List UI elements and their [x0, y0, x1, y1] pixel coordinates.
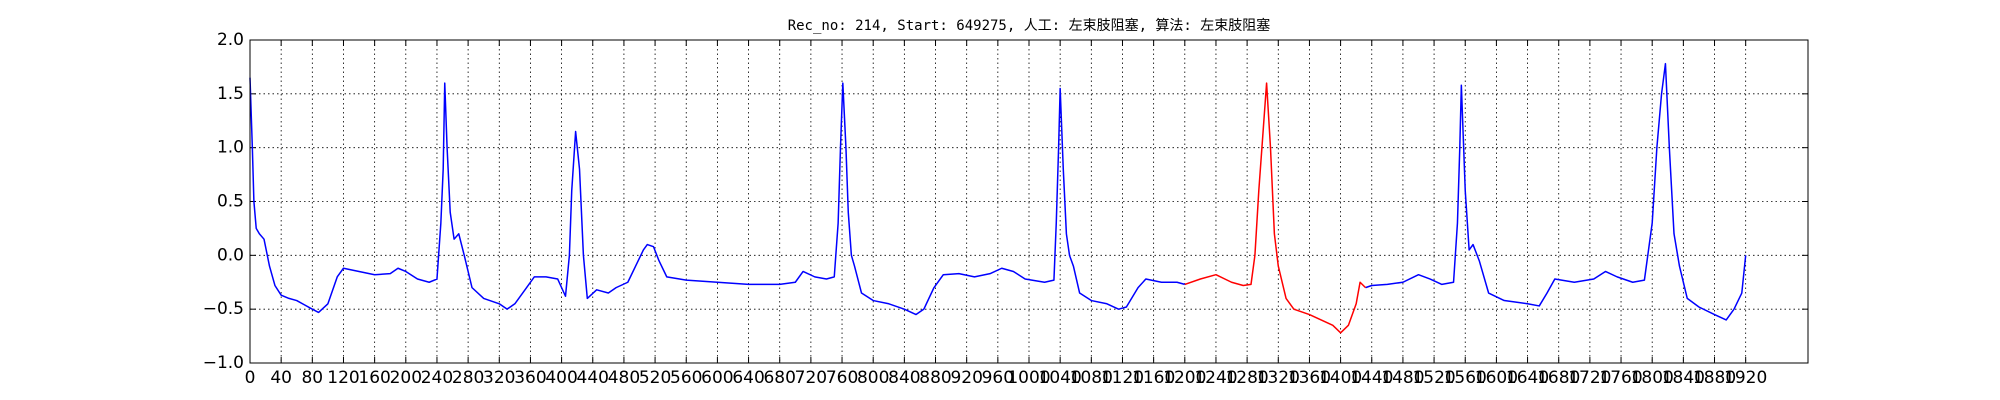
- x-tick-label: 1760: [1599, 368, 1642, 388]
- x-tick-label: 320: [483, 368, 515, 388]
- x-tick-label: 720: [795, 368, 827, 388]
- x-tick-label: 280: [452, 368, 484, 388]
- y-tick-label: −1.0: [203, 353, 244, 373]
- x-tick-label: 560: [670, 368, 702, 388]
- x-tick-label: 1400: [1319, 368, 1362, 388]
- x-tick-label: 1120: [1101, 368, 1144, 388]
- x-tick-label: 160: [358, 368, 390, 388]
- x-tick-label: 1320: [1257, 368, 1300, 388]
- x-tick-label: 1920: [1724, 368, 1767, 388]
- x-tick-label: 1240: [1194, 368, 1237, 388]
- x-tick-label: 360: [514, 368, 546, 388]
- x-tick-label: 1800: [1631, 368, 1674, 388]
- y-tick-label: 2.0: [217, 30, 244, 50]
- x-tick-label: 1160: [1132, 368, 1175, 388]
- x-tick-label: 1360: [1288, 368, 1331, 388]
- x-tick-label: 0: [245, 368, 256, 388]
- chart-title: Rec_no: 214, Start: 649275, 人工: 左束肢阻塞, 算…: [788, 17, 1271, 34]
- x-tick-label: 80: [301, 368, 323, 388]
- x-tick-label: 520: [639, 368, 671, 388]
- x-tick-label: 1440: [1350, 368, 1393, 388]
- x-tick-label: 400: [545, 368, 577, 388]
- x-tick-label: 1640: [1506, 368, 1549, 388]
- x-tick-label: 1840: [1662, 368, 1705, 388]
- y-tick-label: 1.0: [217, 138, 244, 158]
- x-tick-label: 1600: [1475, 368, 1518, 388]
- x-tick-label: 880: [919, 368, 951, 388]
- x-tick-label: 1280: [1225, 368, 1268, 388]
- x-tick-label: 480: [608, 368, 640, 388]
- x-tick-label: 1200: [1163, 368, 1206, 388]
- x-tick-label: 680: [763, 368, 795, 388]
- x-tick-label: 640: [732, 368, 764, 388]
- line: [249, 62, 1747, 321]
- x-tick-label: 1080: [1070, 368, 1113, 388]
- x-tick-label: 760: [826, 368, 858, 388]
- y-tick-label: 0.5: [217, 192, 244, 212]
- x-tick-label: 1880: [1693, 368, 1736, 388]
- x-tick-label: 440: [577, 368, 609, 388]
- x-tick-label: 1040: [1039, 368, 1082, 388]
- x-tick-label: 1680: [1537, 368, 1580, 388]
- x-tick-label: 800: [857, 368, 889, 388]
- x-tick-label: 920: [950, 368, 982, 388]
- y-tick-label: 1.5: [217, 84, 244, 104]
- line: [1184, 82, 1367, 334]
- x-tick-label: 120: [327, 368, 359, 388]
- x-tick-label: 40: [270, 368, 292, 388]
- x-tick-label: 1520: [1412, 368, 1455, 388]
- x-tick-label: 1000: [1007, 368, 1050, 388]
- x-tick-label: 1560: [1444, 368, 1487, 388]
- x-tick-label: 840: [888, 368, 920, 388]
- x-tick-label: 240: [421, 368, 453, 388]
- x-tick-label: 960: [982, 368, 1014, 388]
- y-tick-label: −0.5: [203, 299, 244, 319]
- x-tick-label: 200: [390, 368, 422, 388]
- plot-frame: [249, 39, 1809, 364]
- x-tick-label: 600: [701, 368, 733, 388]
- y-tick-label: 0.0: [217, 245, 244, 265]
- x-tick-label: 1720: [1568, 368, 1611, 388]
- x-tick-label: 1480: [1381, 368, 1424, 388]
